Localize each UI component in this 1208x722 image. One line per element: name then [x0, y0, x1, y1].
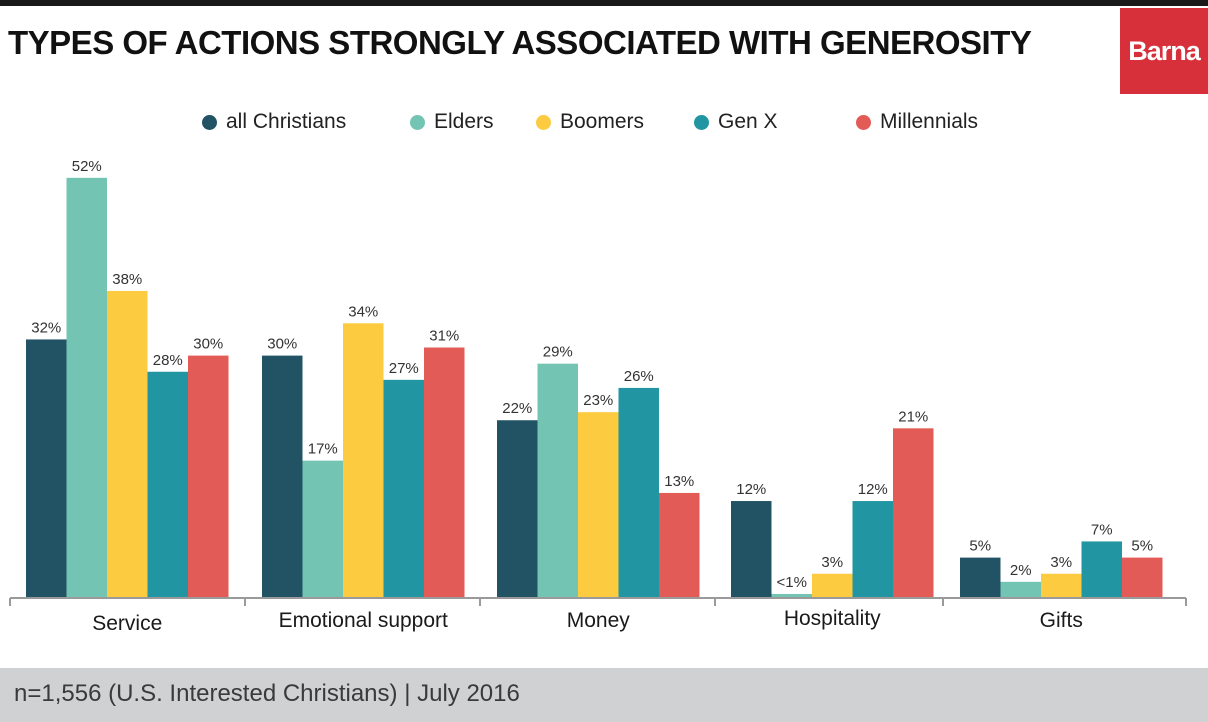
value-label-elders-1: 17%: [308, 441, 338, 458]
legend-label-all-christians: all Christians: [226, 110, 347, 133]
category-label-2: Money: [567, 609, 631, 632]
bar-all-christians-2: [497, 420, 538, 598]
legend-item-boomers: Boomers: [536, 110, 644, 134]
bar-gen-x-2: [618, 387, 659, 598]
value-label-gen-x-0: 28%: [153, 352, 183, 369]
bar-millennials-4: [1122, 557, 1163, 598]
bar-boomers-4: [1041, 573, 1082, 598]
legend-item-elders: Elders: [410, 110, 494, 134]
value-label-gen-x-3: 12%: [858, 481, 888, 498]
legend-label-millennials: Millennials: [880, 110, 979, 133]
value-label-millennials-3: 21%: [898, 408, 928, 425]
bar-millennials-0: [188, 355, 229, 598]
value-label-millennials-0: 30%: [193, 336, 223, 353]
category-label-1: Emotional support: [279, 609, 448, 632]
value-label-boomers-0: 38%: [112, 271, 142, 288]
chart-title: TYPES OF ACTIONS STRONGLY ASSOCIATED WIT…: [8, 24, 1032, 61]
legend-dot-gen-x: [694, 114, 709, 130]
bar-boomers-3: [812, 573, 853, 598]
category-label-4: Gifts: [1040, 609, 1083, 632]
value-label-boomers-4: 3%: [1050, 554, 1072, 571]
value-label-all-christians-2: 22%: [502, 400, 532, 417]
bar-all-christians-4: [960, 557, 1001, 598]
value-label-gen-x-2: 26%: [624, 368, 654, 385]
bar-boomers-2: [578, 412, 619, 598]
value-label-millennials-1: 31%: [429, 328, 459, 345]
value-label-millennials-2: 13%: [664, 473, 694, 490]
bar-all-christians-3: [731, 501, 772, 598]
legend-label-elders: Elders: [434, 110, 494, 133]
value-label-elders-3: <1%: [777, 574, 807, 591]
bar-gen-x-3: [852, 501, 893, 598]
category-label-3: Hospitality: [784, 607, 881, 630]
legend-label-boomers: Boomers: [560, 110, 645, 133]
category-label-0: Service: [92, 612, 162, 635]
footer: n=1,556 (U.S. Interested Christians) | J…: [0, 668, 1208, 722]
bar-all-christians-0: [26, 339, 67, 598]
value-label-gen-x-1: 27%: [389, 360, 419, 377]
legend-dot-elders: [410, 114, 425, 130]
legend-dot-millennials: [856, 114, 871, 130]
legend-dot-boomers: [536, 114, 551, 130]
value-label-boomers-3: 3%: [821, 554, 843, 571]
legend-item-millennials: Millennials: [856, 110, 978, 134]
value-label-all-christians-0: 32%: [31, 319, 61, 336]
value-label-elders-4: 2%: [1010, 562, 1032, 579]
bar-elders-3: [771, 593, 812, 598]
value-label-gen-x-4: 7%: [1091, 521, 1113, 538]
legend-dot-all-christians: [202, 114, 217, 130]
bar-millennials-3: [893, 428, 934, 598]
value-label-all-christians-4: 5%: [969, 538, 991, 555]
bar-millennials-2: [659, 492, 700, 598]
bar-gen-x-1: [383, 379, 424, 598]
sample-note: n=1,556 (U.S. Interested Christians) | J…: [14, 680, 520, 707]
value-label-all-christians-1: 30%: [267, 336, 297, 353]
bar-elders-2: [537, 363, 578, 598]
value-label-elders-0: 52%: [72, 158, 102, 175]
legend-item-gen-x: Gen X: [694, 110, 778, 134]
bar-elders-1: [302, 460, 343, 598]
bar-elders-4: [1000, 581, 1041, 598]
value-label-elders-2: 29%: [543, 344, 573, 361]
bar-elders-0: [66, 177, 107, 598]
bar-boomers-1: [343, 323, 384, 598]
bar-millennials-1: [424, 347, 465, 598]
value-label-boomers-1: 34%: [348, 303, 378, 320]
value-label-boomers-2: 23%: [583, 392, 613, 409]
bar-boomers-0: [107, 290, 148, 598]
bar-all-christians-1: [262, 355, 303, 598]
bar-gen-x-4: [1081, 541, 1122, 598]
barna-logo: Barna: [1120, 8, 1208, 94]
logo-text: Barna: [1128, 35, 1201, 66]
value-label-millennials-4: 5%: [1131, 538, 1153, 555]
bar-chart: 32% 30% 22% 12% 5% 52% 17% 29% <1% 2% 38% 34% 23% 3% 3…: [9, 158, 1187, 635]
legend-item-all-christians: all Christians: [202, 110, 346, 134]
top-rule: [0, 0, 1208, 6]
legend-label-gen-x: Gen X: [718, 110, 778, 133]
value-label-all-christians-3: 12%: [736, 481, 766, 498]
bar-gen-x-0: [147, 371, 188, 598]
chart-legend: all Christians Elders Boomers Gen X Mill…: [0, 110, 1208, 136]
